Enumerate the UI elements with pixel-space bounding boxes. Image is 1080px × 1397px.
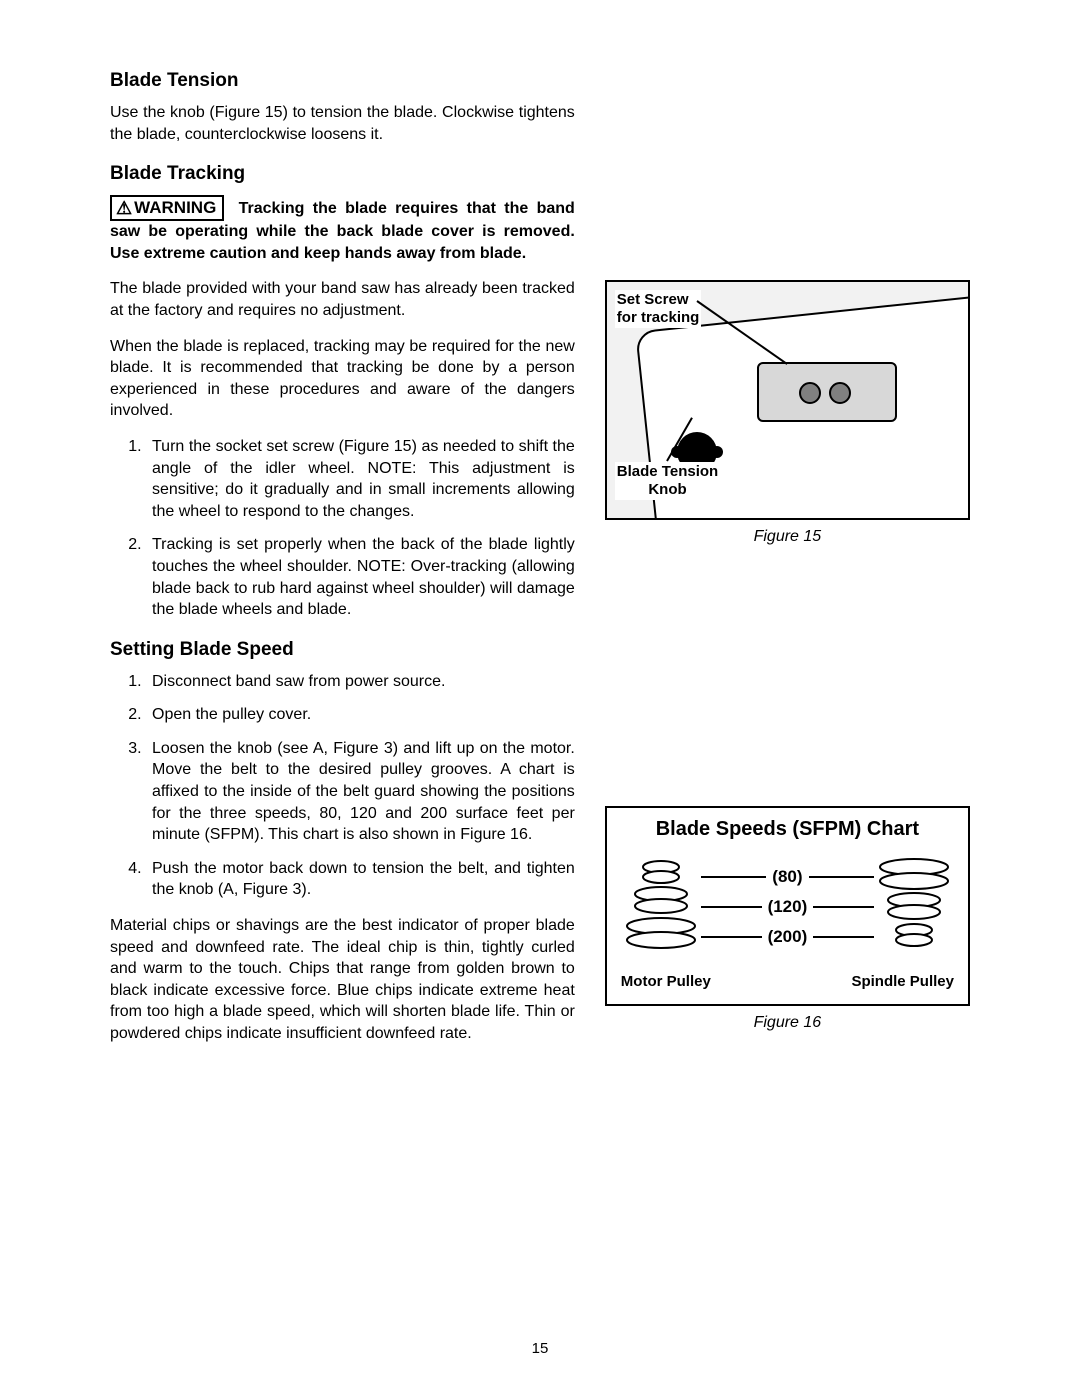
spindle-pulley-icon (874, 852, 954, 962)
heading-blade-speed: Setting Blade Speed (110, 639, 575, 661)
speed-step-4: Push the motor back down to tension the … (146, 858, 575, 901)
connector-line (701, 936, 762, 938)
connector-line (809, 876, 874, 878)
speed-row-80: (80) (701, 867, 874, 887)
para-tracking-1: The blade provided with your band saw ha… (110, 278, 575, 321)
figure-15-caption: Figure 15 (605, 528, 970, 546)
left-column: Blade Tension Use the knob (Figure 15) t… (110, 70, 575, 1062)
speed-row-200: (200) (701, 927, 874, 947)
heading-blade-tracking: Blade Tracking (110, 163, 575, 185)
heading-blade-tension: Blade Tension (110, 70, 575, 92)
para-tracking-2: When the blade is replaced, tracking may… (110, 336, 575, 422)
para-speed-chips: Material chips or shavings are the best … (110, 915, 575, 1045)
figure-16-body: (80) (120) (200) (621, 847, 954, 967)
speed-step-2: Open the pulley cover. (146, 704, 575, 726)
figure-16-box: Blade Speeds (SFPM) Chart (80) (605, 806, 970, 1006)
set-screw-hex-icon (799, 382, 821, 404)
speed-steps-list: Disconnect band saw from power source. O… (110, 671, 575, 901)
spindle-pulley-label: Spindle Pulley (851, 973, 954, 990)
motor-pulley-icon (621, 852, 701, 962)
tracking-steps-list: Turn the socket set screw (Figure 15) as… (110, 436, 575, 621)
speed-row-120: (120) (701, 897, 874, 917)
connector-line (701, 876, 766, 878)
tracking-step-1: Turn the socket set screw (Figure 15) as… (146, 436, 575, 522)
speed-120-label: (120) (762, 897, 814, 917)
tracking-step-2: Tracking is set properly when the back o… (146, 534, 575, 620)
label-knob-line1: Blade Tension (617, 463, 718, 480)
speed-values-column: (80) (120) (200) (701, 867, 874, 947)
warning-triangle-icon: ⚠ (116, 199, 132, 217)
warning-badge: ⚠WARNING (110, 195, 224, 221)
label-knob-line2: Knob (617, 481, 718, 499)
motor-pulley-label: Motor Pulley (621, 973, 711, 990)
connector-line (813, 906, 874, 908)
speed-200-label: (200) (762, 927, 814, 947)
figure-15-box: Set Screw for tracking Blade Tension Kno… (605, 280, 970, 520)
warning-paragraph: ⚠WARNING Tracking the blade requires tha… (110, 195, 575, 264)
connector-line (813, 936, 874, 938)
warning-label-text: WARNING (134, 198, 216, 217)
label-set-screw-line2: for tracking (617, 309, 700, 326)
label-set-screw-line1: Set Screw (617, 291, 689, 308)
figure-16-pulley-labels: Motor Pulley Spindle Pulley (621, 973, 954, 990)
label-set-screw: Set Screw for tracking (615, 290, 702, 328)
speed-step-1: Disconnect band saw from power source. (146, 671, 575, 693)
connector-line (701, 906, 762, 908)
right-column: Set Screw for tracking Blade Tension Kno… (605, 70, 970, 1062)
label-tension-knob: Blade Tension Knob (615, 462, 720, 500)
speed-80-label: (80) (766, 867, 808, 887)
figure-16-title: Blade Speeds (SFPM) Chart (621, 818, 954, 841)
bracket-shape (757, 362, 897, 422)
speed-step-3: Loosen the knob (see A, Figure 3) and li… (146, 738, 575, 846)
para-tension-1: Use the knob (Figure 15) to tension the … (110, 102, 575, 145)
figure-16-caption: Figure 16 (605, 1014, 970, 1032)
page-number: 15 (0, 1340, 1080, 1357)
set-screw-hex-icon (829, 382, 851, 404)
